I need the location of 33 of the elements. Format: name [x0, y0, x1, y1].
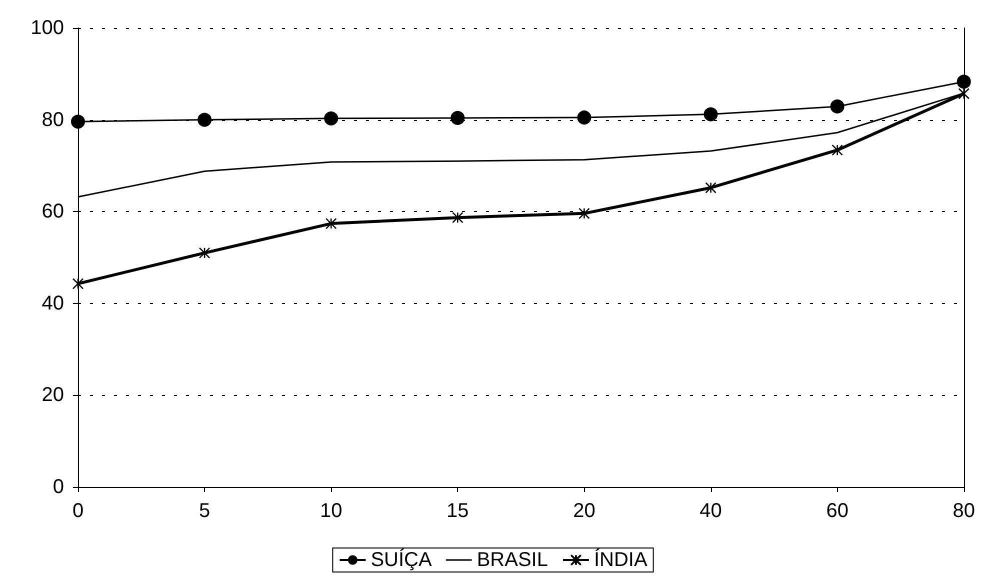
point [71, 114, 85, 129]
point [578, 208, 590, 220]
point [450, 110, 465, 125]
x-tick-label: 0 [72, 500, 84, 522]
point [577, 110, 592, 124]
y-tick-label: 20 [42, 384, 64, 406]
point [958, 88, 970, 100]
legend-label: SUÍÇA [370, 548, 432, 571]
point [72, 278, 84, 290]
point [452, 212, 464, 224]
y-tick-label: 100 [30, 17, 64, 39]
point [705, 182, 716, 194]
point [956, 74, 971, 89]
y-tick-label: 0 [52, 476, 64, 498]
point [704, 107, 718, 122]
point [198, 112, 212, 127]
x-tick-label: 60 [826, 500, 848, 522]
x-tick-label: 20 [573, 500, 596, 522]
x-tick-label: 15 [446, 500, 469, 522]
legend-label: ÍNDIA [594, 548, 648, 571]
point [325, 218, 337, 230]
x-tick-label: 5 [198, 500, 210, 522]
point [198, 247, 210, 259]
point [830, 99, 844, 114]
x-tick-label: 40 [700, 500, 722, 522]
y-tick-label: 60 [42, 200, 64, 223]
y-tick-label: 40 [42, 292, 64, 314]
x-tick-label: 10 [320, 500, 342, 522]
x-tick-label: 80 [952, 500, 975, 522]
y-tick-label: 80 [42, 108, 64, 131]
point [832, 144, 843, 156]
point [324, 111, 338, 126]
legend-label: BRASIL [476, 549, 548, 571]
